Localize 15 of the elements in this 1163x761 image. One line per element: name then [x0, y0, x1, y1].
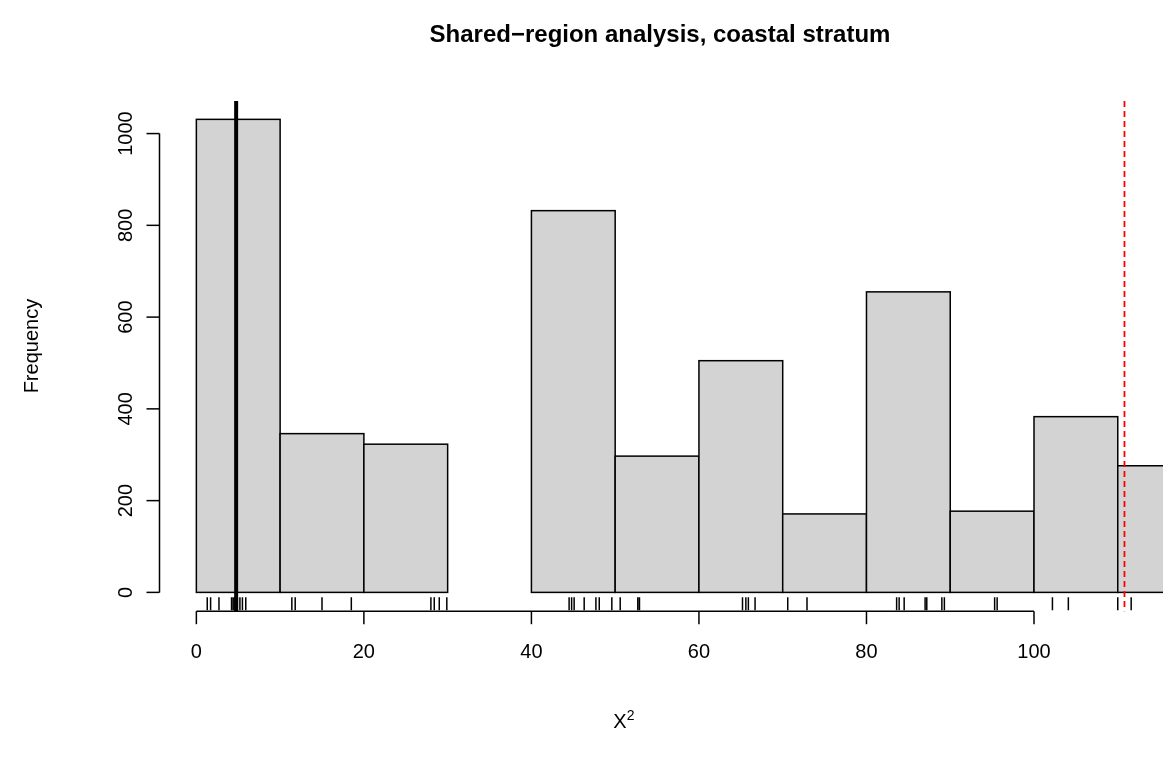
y-tick-label: 1000: [113, 111, 136, 156]
chart-title: Shared−region analysis, coastal stratum: [429, 20, 891, 47]
x-tick-label: 40: [520, 640, 543, 663]
y-tick-label: 400: [113, 392, 136, 426]
x-tick-label: 0: [190, 640, 202, 663]
x-tick-label: 80: [855, 640, 878, 663]
y-tick-label: 0: [113, 586, 136, 598]
y-tick-label: 800: [113, 208, 136, 243]
y-tick-label: 600: [113, 300, 136, 334]
x-tick-label: 20: [352, 640, 376, 663]
y-axis-title: Frequency: [20, 298, 42, 394]
x-axis-title: X$^{2}$: [613, 707, 635, 732]
x-tick-label: 60: [687, 640, 711, 663]
x-tick-label: 100: [1017, 640, 1051, 663]
y-tick-label: 200: [113, 483, 136, 518]
